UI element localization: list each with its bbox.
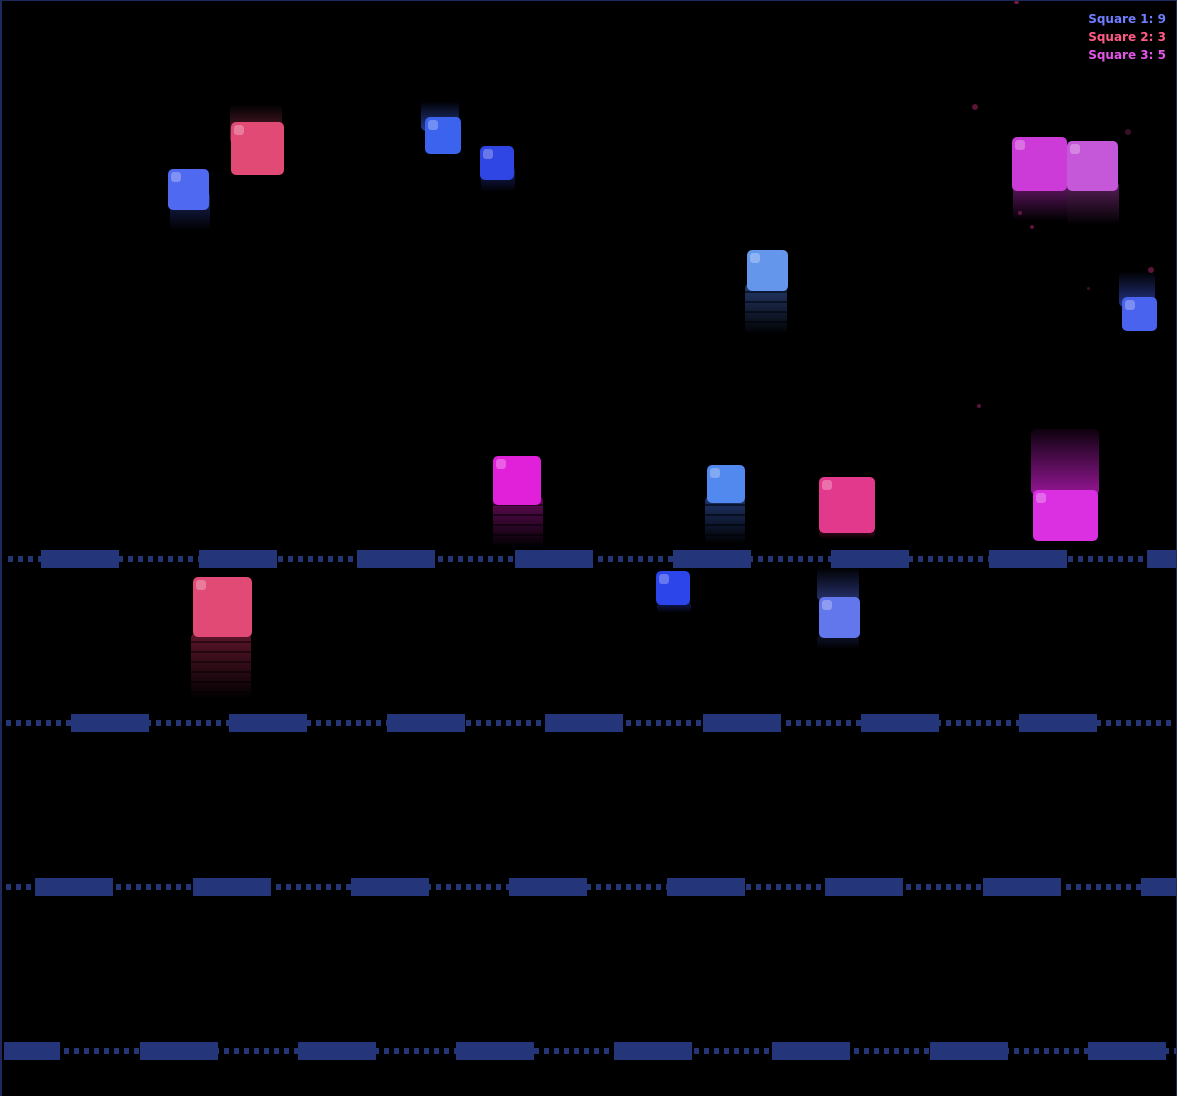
- platform: [71, 714, 149, 732]
- platform: [667, 878, 745, 896]
- platform: [983, 878, 1061, 896]
- square-blue: [747, 250, 788, 291]
- particle: [1030, 225, 1034, 229]
- motion-trail: [745, 283, 787, 335]
- platform: [545, 714, 623, 732]
- particle: [1014, 1, 1019, 4]
- square-blue: [1122, 297, 1157, 331]
- platform: [673, 550, 751, 568]
- track-row-3: [6, 884, 1176, 890]
- platform: [229, 714, 307, 732]
- platform: [351, 878, 429, 896]
- platform: [1019, 714, 1097, 732]
- track-row-4: [4, 1048, 1176, 1054]
- score-label: Square 2: [1088, 30, 1157, 44]
- platform: [989, 550, 1067, 568]
- platform: [41, 550, 119, 568]
- score-value: 9: [1157, 12, 1166, 26]
- platform: [35, 878, 113, 896]
- platform: [614, 1042, 692, 1060]
- score-square-2: Square 23: [1088, 28, 1166, 46]
- platform: [772, 1042, 850, 1060]
- platform: [509, 878, 587, 896]
- score-value: 3: [1157, 30, 1166, 44]
- motion-trail: [817, 635, 859, 649]
- platform: [193, 878, 271, 896]
- motion-trail: [191, 633, 251, 699]
- scoreboard: Square 19 Square 23 Square 35: [1088, 10, 1166, 64]
- square-magenta: [1012, 137, 1067, 191]
- particle: [972, 104, 978, 110]
- platform: [387, 714, 465, 732]
- platform: [298, 1042, 376, 1060]
- score-label: Square 3: [1088, 48, 1157, 62]
- platform: [831, 550, 909, 568]
- platform: [930, 1042, 1008, 1060]
- motion-trail: [1031, 429, 1099, 495]
- square-magenta: [1067, 141, 1118, 191]
- platform: [199, 550, 277, 568]
- platform: [4, 1042, 60, 1060]
- square-blue: [425, 117, 461, 154]
- platform: [703, 714, 781, 732]
- score-value: 5: [1157, 48, 1166, 62]
- square-blue: [819, 597, 860, 638]
- platform: [1088, 1042, 1166, 1060]
- particle: [1148, 267, 1154, 273]
- square-blue: [707, 465, 745, 503]
- motion-trail: [819, 529, 875, 539]
- platform: [140, 1042, 218, 1060]
- motion-trail: [705, 496, 745, 544]
- square-blue: [168, 169, 209, 210]
- platform: [1147, 550, 1176, 568]
- platform: [456, 1042, 534, 1060]
- score-label: Square 1: [1088, 12, 1157, 26]
- square-pink: [819, 477, 875, 533]
- particle: [1125, 129, 1131, 135]
- particle: [977, 404, 981, 408]
- square-magenta: [1033, 490, 1098, 541]
- particle: [1087, 287, 1090, 290]
- motion-trail: [817, 567, 859, 601]
- platform: [825, 878, 903, 896]
- platform: [357, 550, 435, 568]
- platform: [861, 714, 939, 732]
- square-blue: [656, 571, 690, 605]
- square-blue: [480, 146, 514, 180]
- platform: [1141, 878, 1176, 896]
- square-pink: [193, 577, 252, 637]
- score-square-3: Square 35: [1088, 46, 1166, 64]
- platform: [515, 550, 593, 568]
- score-square-1: Square 19: [1088, 10, 1166, 28]
- square-magenta: [493, 456, 541, 505]
- square-pink: [231, 122, 284, 175]
